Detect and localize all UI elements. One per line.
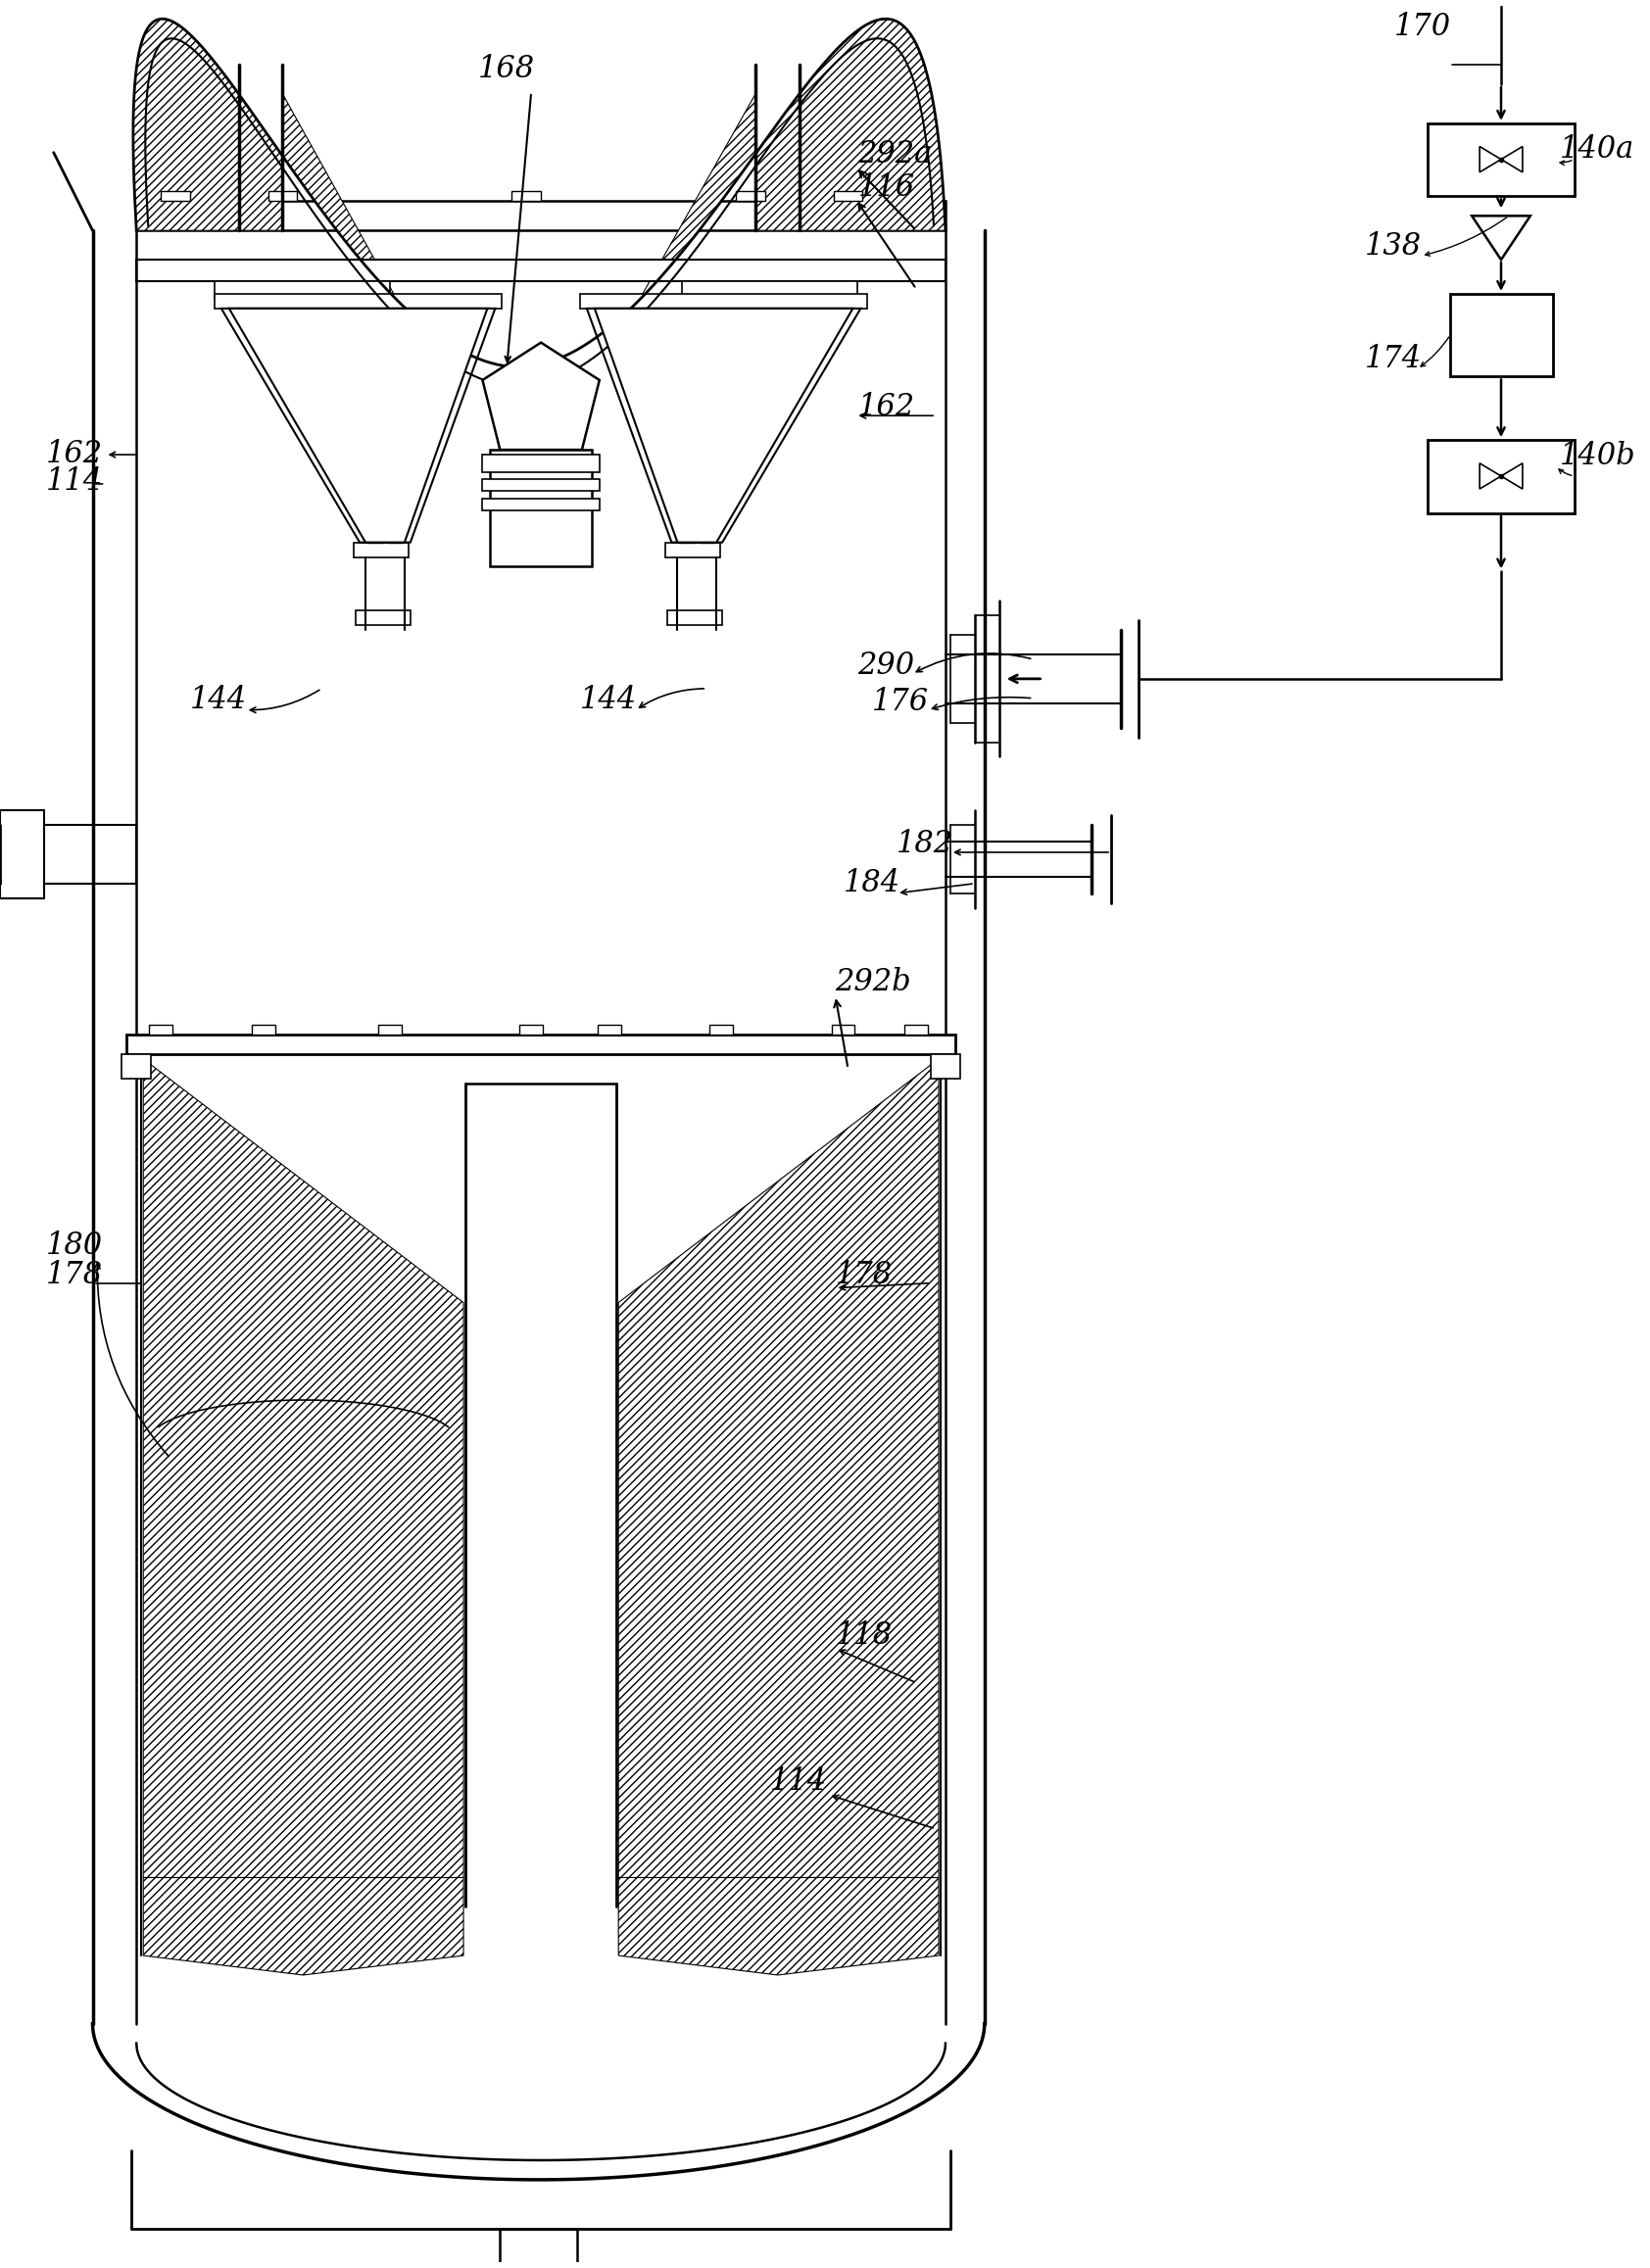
Text: 114: 114 xyxy=(771,1767,827,1796)
Bar xyxy=(597,1025,620,1034)
Bar xyxy=(368,524,383,542)
Bar xyxy=(700,524,714,542)
Text: 290: 290 xyxy=(858,651,914,680)
Bar xyxy=(434,308,459,327)
Polygon shape xyxy=(229,308,487,542)
Bar xyxy=(353,542,409,558)
Polygon shape xyxy=(619,1878,939,1975)
Bar xyxy=(388,524,403,542)
Bar xyxy=(0,826,137,885)
Bar xyxy=(683,281,858,299)
Polygon shape xyxy=(1502,463,1523,490)
Text: 180: 180 xyxy=(46,1229,102,1261)
Polygon shape xyxy=(1472,215,1530,261)
Bar xyxy=(710,1025,733,1034)
Bar xyxy=(799,308,823,327)
Text: 176: 176 xyxy=(873,687,929,717)
Text: 292b: 292b xyxy=(835,966,911,998)
Polygon shape xyxy=(639,18,945,299)
Bar xyxy=(736,191,766,202)
Bar xyxy=(1427,122,1574,197)
Bar xyxy=(500,2229,578,2268)
Polygon shape xyxy=(144,1878,464,1975)
Text: 114: 114 xyxy=(46,467,102,497)
Text: 168: 168 xyxy=(477,54,535,84)
Polygon shape xyxy=(1480,463,1502,490)
Bar xyxy=(137,261,945,281)
Bar xyxy=(482,479,601,490)
Bar xyxy=(267,191,297,202)
Bar xyxy=(215,281,389,299)
Text: 140b: 140b xyxy=(1559,440,1635,472)
Text: 184: 184 xyxy=(843,869,901,898)
Bar xyxy=(482,499,601,510)
Text: 182: 182 xyxy=(896,828,954,860)
Polygon shape xyxy=(221,308,495,542)
Bar xyxy=(356,610,411,626)
Text: 178: 178 xyxy=(46,1259,102,1290)
Polygon shape xyxy=(587,308,861,542)
Polygon shape xyxy=(144,1059,464,1878)
Bar xyxy=(579,295,868,308)
Bar xyxy=(482,454,601,472)
Bar xyxy=(1450,295,1553,376)
Polygon shape xyxy=(482,342,599,449)
Bar xyxy=(215,295,502,308)
Bar xyxy=(624,308,648,327)
Bar xyxy=(520,1025,543,1034)
Text: 174: 174 xyxy=(1365,342,1422,374)
Bar xyxy=(378,1025,401,1034)
Text: 170: 170 xyxy=(1394,11,1450,43)
Bar xyxy=(251,1025,276,1034)
Text: 138: 138 xyxy=(1365,231,1422,261)
Text: 144: 144 xyxy=(579,685,637,714)
Bar xyxy=(127,1034,955,1055)
Bar xyxy=(1427,440,1574,513)
Bar xyxy=(160,191,190,202)
Bar xyxy=(904,1025,927,1034)
Bar xyxy=(0,810,45,898)
Text: 162: 162 xyxy=(46,440,102,469)
Bar xyxy=(122,1055,152,1077)
Text: 162: 162 xyxy=(858,392,914,422)
Text: 292a: 292a xyxy=(858,138,932,170)
Polygon shape xyxy=(594,308,853,542)
Bar xyxy=(832,1025,855,1034)
Text: 118: 118 xyxy=(835,1619,893,1651)
Polygon shape xyxy=(1480,147,1502,172)
Polygon shape xyxy=(619,1059,939,1878)
Bar xyxy=(680,524,695,542)
Bar xyxy=(512,191,541,202)
Bar xyxy=(665,542,721,558)
Bar xyxy=(931,1055,960,1077)
Bar xyxy=(833,191,863,202)
Text: 178: 178 xyxy=(835,1259,893,1290)
Polygon shape xyxy=(1502,147,1523,172)
Text: 116: 116 xyxy=(858,172,914,204)
Text: 140a: 140a xyxy=(1559,134,1634,163)
Bar xyxy=(490,449,592,567)
Bar xyxy=(148,1025,173,1034)
Bar xyxy=(259,308,282,327)
Bar xyxy=(137,202,945,231)
Bar xyxy=(668,610,723,626)
Text: 144: 144 xyxy=(190,685,247,714)
Polygon shape xyxy=(134,18,398,299)
